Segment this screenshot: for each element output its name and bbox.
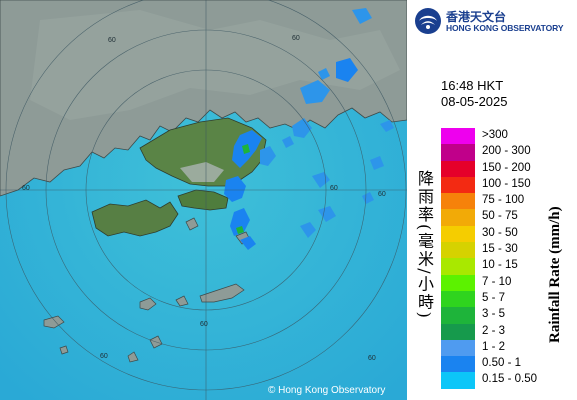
legend-swatch — [441, 176, 475, 194]
ring-label: 60 — [100, 353, 108, 360]
range-rings — [0, 0, 407, 400]
radar-date: 08-05-2025 — [441, 94, 508, 109]
legend-label: 5 - 7 — [482, 291, 506, 304]
legend-swatch — [441, 258, 475, 275]
legend-swatch — [441, 160, 475, 177]
legend-label: 30 - 50 — [482, 226, 518, 239]
observatory-emblem-icon — [415, 8, 441, 34]
legend-swatch — [441, 274, 475, 291]
legend-label: 3 - 5 — [482, 308, 506, 321]
legend-label: 200 - 300 — [482, 145, 531, 158]
ring-label: 60 — [108, 37, 116, 44]
legend-swatch — [441, 372, 475, 389]
org-name-chinese: 香港天文台 — [446, 10, 507, 24]
kowloon-urban — [180, 162, 224, 182]
legend-swatch — [441, 307, 475, 324]
radar-time: 16:48 HKT — [441, 78, 504, 93]
radar-map: 60 60 60 60 60 60 60 60 © Hong Kong Obse… — [0, 0, 407, 400]
legend-swatch — [441, 290, 475, 308]
legend-label: 2 - 3 — [482, 324, 506, 337]
legend-label: 10 - 15 — [482, 259, 518, 272]
copyright-notice: © Hong Kong Observatory — [268, 385, 386, 396]
ring-labels: 60 60 60 60 60 60 60 60 — [22, 35, 386, 362]
legend-label: 7 - 10 — [482, 275, 512, 288]
ring-label: 60 — [330, 185, 338, 192]
info-panel: 香港天文台 HONG KONG OBSERVATORY 16:48 HKT 08… — [407, 0, 577, 400]
legend-label: >300 — [482, 129, 508, 141]
mainland-north-shade — [30, 10, 400, 120]
legend-label: 15 - 30 — [482, 243, 518, 256]
legend-label: 0.15 - 0.50 — [482, 373, 537, 386]
ring-label: 60 — [292, 35, 300, 42]
legend-swatch — [441, 144, 475, 161]
legend-swatch — [441, 225, 475, 243]
hong-kong-island — [177, 189, 229, 211]
legend-label: 0.50 - 1 — [482, 357, 521, 370]
legend-swatch — [441, 209, 475, 226]
legend-label: 150 - 200 — [482, 161, 531, 174]
ring-label: 60 — [378, 191, 386, 198]
ring-label: 60 — [368, 355, 376, 362]
legend-label: 50 - 75 — [482, 210, 518, 223]
legend-label: 1 - 2 — [482, 340, 506, 353]
org-name-english: HONG KONG OBSERVATORY — [446, 23, 564, 33]
radar-map-canvas: 60 60 60 60 60 60 60 60 — [0, 0, 407, 400]
legend-swatch — [441, 323, 475, 340]
legend-swatch — [441, 193, 475, 210]
legend-label: 75 - 100 — [482, 194, 525, 207]
legend-title-english: Rainfall Rate (mm/h) — [547, 206, 563, 344]
ring-label: 60 — [22, 185, 30, 192]
legend-swatch — [441, 128, 475, 145]
ring-label: 60 — [200, 321, 208, 328]
lantau-island — [91, 199, 179, 237]
legend-swatch — [441, 242, 475, 259]
new-territories — [139, 117, 267, 187]
moderate-rain-cells — [236, 144, 250, 234]
observatory-logo: 香港天文台 HONG KONG OBSERVATORY — [413, 6, 573, 36]
legend-swatch — [441, 339, 475, 357]
legend-title-chinese: 降雨率(毫米/小時) — [415, 170, 434, 320]
legend-label: 100 - 150 — [482, 177, 531, 190]
legend-swatch — [441, 356, 475, 373]
